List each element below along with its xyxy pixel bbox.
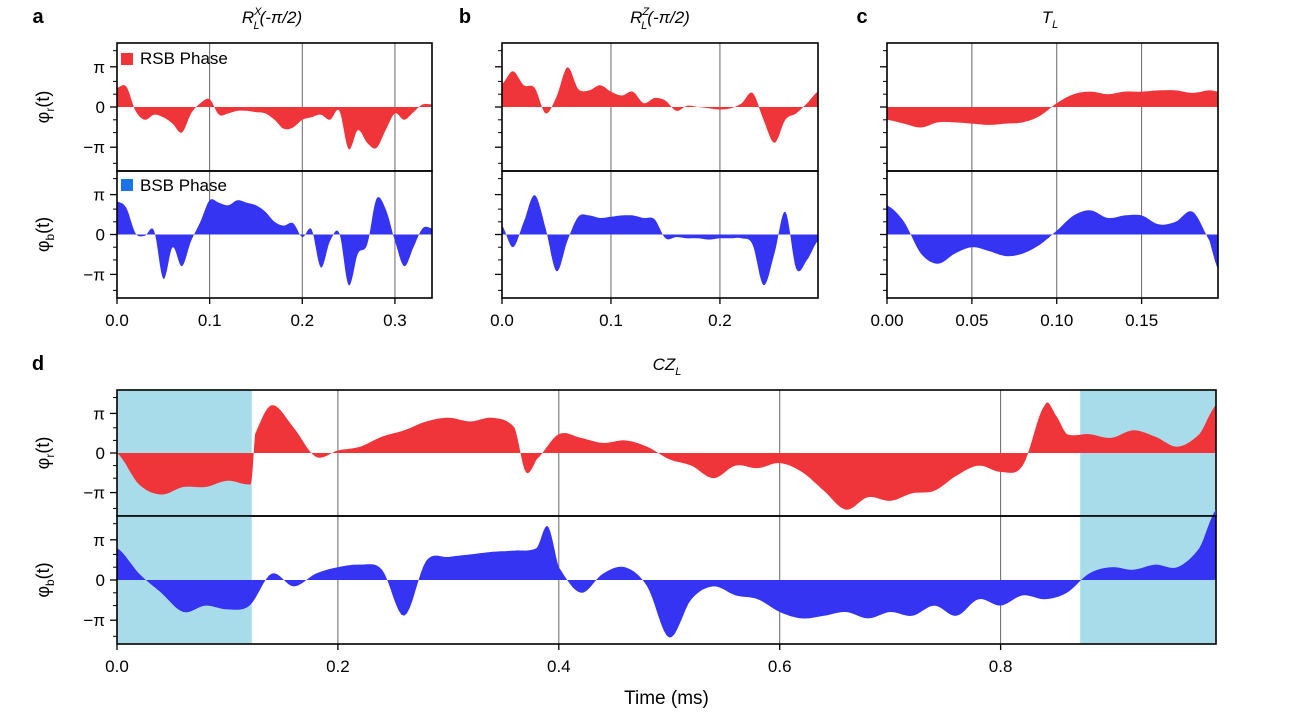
series-area-red — [502, 67, 818, 143]
series-area-blue — [117, 197, 432, 286]
panel-label-c: c — [856, 6, 867, 28]
subplot-c-blue — [880, 170, 1219, 299]
y-tick-label: 0 — [96, 444, 105, 463]
subplot-b-blue — [495, 170, 819, 299]
panel-title-c: TL — [1042, 8, 1059, 31]
y-tick-label: π — [93, 58, 105, 77]
series-area-red — [117, 85, 432, 150]
y-tick-label: −π — [83, 611, 105, 630]
x-tick-label: 0.0 — [490, 311, 514, 330]
x-tick-label: 0.2 — [326, 657, 350, 676]
series-area-blue — [887, 205, 1218, 269]
legend-label-rsb: RSB Phase — [140, 49, 228, 68]
x-tick-label: 0.8 — [989, 657, 1013, 676]
y-tick-label: 0 — [96, 226, 105, 245]
y-tick-label: −π — [83, 484, 105, 503]
panel-label-d: d — [32, 353, 44, 375]
y-tick-label: 0 — [96, 98, 105, 117]
y-tick-label: 0 — [96, 571, 105, 590]
y-axis-label-red: φr(t) — [33, 437, 57, 470]
x-tick-label: 0.00 — [870, 311, 903, 330]
y-axis-label-blue: φb(t) — [33, 217, 57, 252]
axes-frame — [116, 515, 1217, 645]
series-area-red — [887, 90, 1218, 128]
axes-frame — [116, 170, 433, 299]
subplot-a-blue: π 0 −π φb(t) — [33, 170, 433, 299]
y-axis-label-blue: φb(t) — [33, 562, 57, 597]
series-area-red — [117, 402, 1216, 510]
panel-title-b: RZ L(-π/2) — [630, 6, 690, 32]
panel-d: d CZL π 0 −π φr(t) π 0 −π φb(t) 0.0 0.2 0.4 0.6 0.8 Tim… — [32, 353, 1217, 709]
y-tick-label: π — [93, 531, 105, 550]
panel-title-d: CZL — [653, 355, 682, 378]
series-area-blue — [117, 509, 1216, 638]
y-tick-label: −π — [83, 265, 105, 284]
legend-swatch-bsb — [121, 179, 133, 191]
panel-label-b: b — [459, 6, 471, 28]
x-axis-label: Time (ms) — [624, 688, 709, 709]
x-tick-label: 0.3 — [383, 311, 407, 330]
y-tick-label: π — [93, 186, 105, 205]
legend-label-bsb: BSB Phase — [140, 176, 227, 195]
panel-title-a: RX L(-π/2) — [242, 6, 302, 32]
legend: RSB Phase BSB Phase — [121, 49, 228, 195]
axes-frame — [501, 170, 819, 299]
y-tick-label: π — [93, 404, 105, 423]
x-tick-label: 0.0 — [105, 311, 129, 330]
panel-a: a RX L(-π/2) π 0 −π φr(t) π 0 −π φb(t) 0.0 0.1 0.2 0.3… — [32, 6, 433, 330]
axes-frame — [886, 170, 1219, 299]
subplot-d-red: π 0 −π φr(t) — [33, 389, 1217, 517]
subplot-a-red: π 0 −π φr(t) — [33, 42, 433, 172]
y-tick-label: −π — [83, 138, 105, 157]
panel-c: c TL 0.00 0.05 0.10 0.15 — [856, 6, 1219, 330]
subplot-c-red — [880, 42, 1219, 172]
x-tick-label: 0.0 — [105, 657, 129, 676]
x-tick-label: 0.4 — [547, 657, 571, 676]
x-tick-label: 0.1 — [198, 311, 222, 330]
panel-b: b RZ L(-π/2) 0.0 0.1 0.2 — [459, 6, 819, 330]
legend-swatch-rsb — [121, 53, 133, 65]
x-tick-label: 0.2 — [290, 311, 314, 330]
x-tick-label: 0.15 — [1125, 311, 1158, 330]
series-area-blue — [502, 195, 818, 286]
x-tick-label: 0.6 — [768, 657, 792, 676]
y-axis-label-red: φr(t) — [33, 91, 57, 124]
x-tick-label: 0.2 — [708, 311, 732, 330]
x-tick-label: 0.10 — [1040, 311, 1073, 330]
subplot-b-red — [495, 42, 819, 172]
panel-label-a: a — [32, 6, 44, 28]
x-tick-label: 0.05 — [955, 311, 988, 330]
x-tick-label: 0.1 — [599, 311, 623, 330]
subplot-d-blue: π 0 −π φb(t) — [33, 509, 1217, 645]
